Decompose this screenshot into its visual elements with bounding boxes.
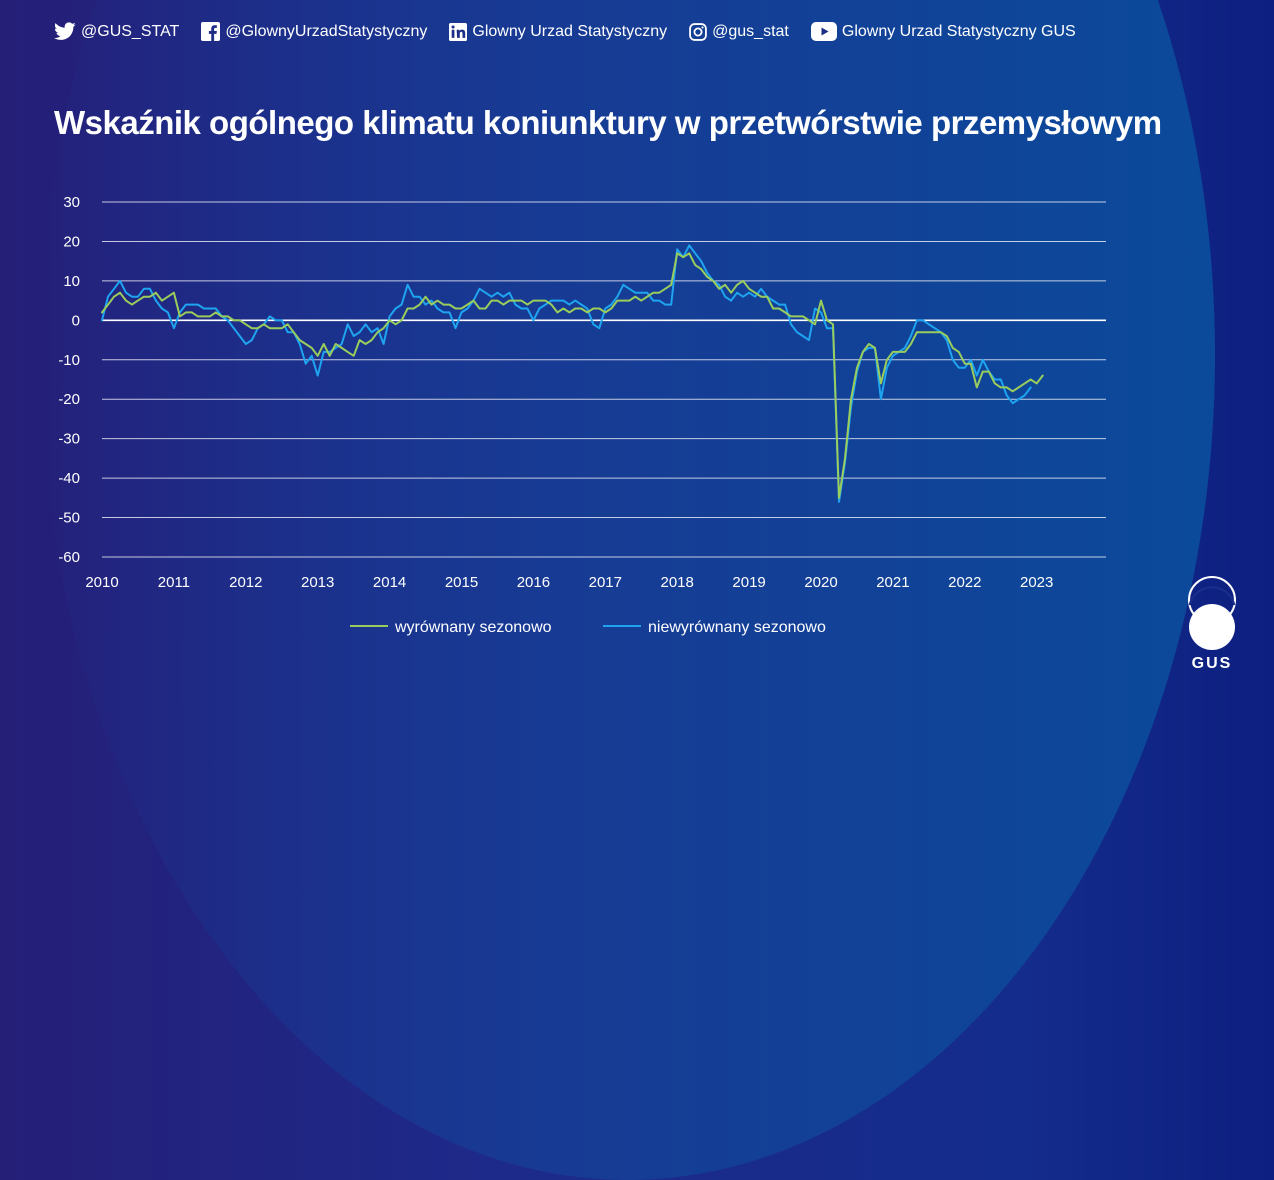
linkedin-icon <box>449 22 468 41</box>
x-axis-ticks: 2010 2011 2012 2013 2014 2015 2016 2017 2018 2019… <box>85 574 1053 591</box>
x-tick-label: 2019 <box>732 574 765 591</box>
x-tick-label: 2011 <box>158 574 190 591</box>
chart-title: Wskaźnik ogólnego klimatu koniunktury w … <box>54 104 1162 141</box>
twitter-icon <box>54 22 76 40</box>
y-tick-label: 20 <box>63 233 80 250</box>
y-tick-label: -10 <box>58 352 80 369</box>
y-tick-label: -50 <box>58 510 80 527</box>
instagram-icon <box>689 22 707 41</box>
y-tick-label: -40 <box>58 470 80 487</box>
social-facebook[interactable]: @GlownyUrzadStatystyczny <box>201 22 427 41</box>
x-tick-label: 2016 <box>517 574 550 591</box>
x-tick-label: 2015 <box>445 574 478 591</box>
series-line-not-adjusted <box>101 244 1032 503</box>
social-label: Glowny Urzad Statystyczny <box>472 22 668 40</box>
x-tick-label: 2017 <box>589 574 622 591</box>
social-twitter[interactable]: @GUS_STAT <box>54 22 179 41</box>
grid-layer <box>102 201 1106 558</box>
x-tick-label: 2018 <box>661 574 694 591</box>
y-tick-label: 0 <box>72 312 80 329</box>
social-youtube[interactable]: Glowny Urzad Statystyczny GUS <box>810 22 1076 41</box>
x-tick-label: 2022 <box>948 574 981 591</box>
social-instagram[interactable]: @gus_stat <box>689 23 789 41</box>
legend: wyrównany sezonowo niewyrównany sezonowo <box>350 619 826 636</box>
y-tick-label: -20 <box>58 391 80 408</box>
x-tick-label: 2021 <box>876 574 909 591</box>
x-tick-label: 2023 <box>1020 574 1053 591</box>
facebook-icon <box>201 22 221 41</box>
youtube-icon <box>810 22 837 41</box>
x-tick-label: 2014 <box>373 574 406 591</box>
y-tick-label: -30 <box>58 431 80 448</box>
x-tick-label: 2012 <box>229 574 262 591</box>
series-layer <box>101 244 1044 503</box>
x-tick-label: 2020 <box>804 574 837 591</box>
social-linkedin[interactable]: Glowny Urzad Statystyczny <box>449 22 668 41</box>
x-tick-label: 2013 <box>301 574 334 591</box>
gus-logo-text: GUS <box>1191 655 1233 672</box>
y-axis-ticks: 30 20 10 0 -10 -20 -30 -40 -50 -60 <box>58 194 80 566</box>
series-line-seasonally-adjusted <box>101 252 1044 499</box>
legend-label: wyrównany sezonowo <box>394 619 552 636</box>
social-label: @GUS_STAT <box>81 22 180 40</box>
y-tick-label: 10 <box>63 273 80 290</box>
y-tick-label: -60 <box>58 549 80 566</box>
social-label: Glowny Urzad Statystyczny GUS <box>841 22 1076 40</box>
legend-label: niewyrównany sezonowo <box>648 619 826 636</box>
social-label: @gus_stat <box>712 22 789 40</box>
social-links-bar: @GUS_STAT @GlownyUrzadStatystyczny Glown… <box>54 22 1098 41</box>
x-tick-label: 2010 <box>85 574 118 591</box>
gus-logo-icon <box>1188 576 1236 650</box>
y-tick-label: 30 <box>63 194 80 211</box>
social-label: @GlownyUrzadStatystyczny <box>225 22 428 40</box>
